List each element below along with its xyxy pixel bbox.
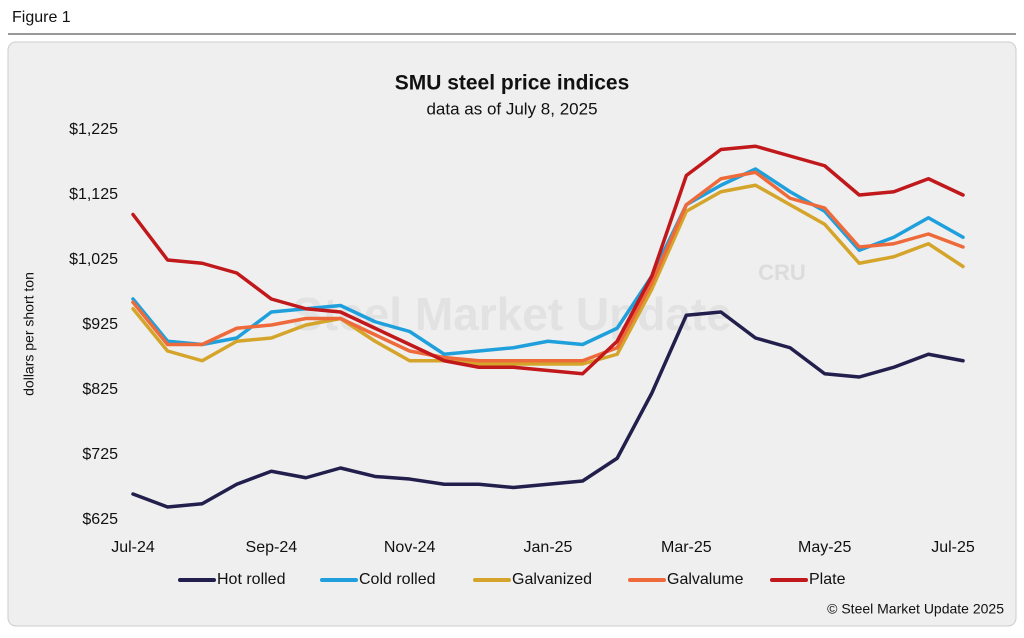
legend-label: Galvalume xyxy=(667,571,744,588)
watermark-logo: CRU xyxy=(758,260,806,285)
series-line xyxy=(131,310,965,509)
y-tick-label: $1,025 xyxy=(69,251,118,268)
source: © Steel Market Update 2025 xyxy=(827,601,1004,617)
x-tick-label: Jul-25 xyxy=(931,539,975,556)
x-tick-label: May-25 xyxy=(798,539,851,556)
legend-label: Cold rolled xyxy=(359,571,435,588)
x-tick-label: Sep-24 xyxy=(246,539,298,556)
legend-label: Hot rolled xyxy=(217,571,285,588)
figure-label: Figure 1 xyxy=(12,9,71,26)
y-tick-label: $1,125 xyxy=(69,186,118,203)
chart-title: SMU steel price indices xyxy=(395,72,630,95)
x-tick-label: Mar-25 xyxy=(661,539,712,556)
series-line xyxy=(131,167,965,356)
y-axis-label: dollars per short ton xyxy=(21,272,37,396)
chart-panel xyxy=(7,41,1017,627)
series-line xyxy=(131,144,965,376)
y-tick-label: $925 xyxy=(82,316,118,333)
chart-subtitle: data as of July 8, 2025 xyxy=(426,99,597,118)
series-line xyxy=(131,183,965,366)
x-tick-label: Jul-24 xyxy=(111,539,155,556)
y-tick-label: $625 xyxy=(82,511,118,528)
x-tick-label: Nov-24 xyxy=(384,539,436,556)
y-tick-label: $725 xyxy=(82,446,118,463)
y-tick-label: $825 xyxy=(82,381,118,398)
legend-label: Plate xyxy=(809,571,846,588)
x-tick-label: Jan-25 xyxy=(524,539,573,556)
legend-label: Galvanized xyxy=(512,571,592,588)
series-line xyxy=(131,170,965,363)
y-tick-label: $1,225 xyxy=(69,121,118,138)
